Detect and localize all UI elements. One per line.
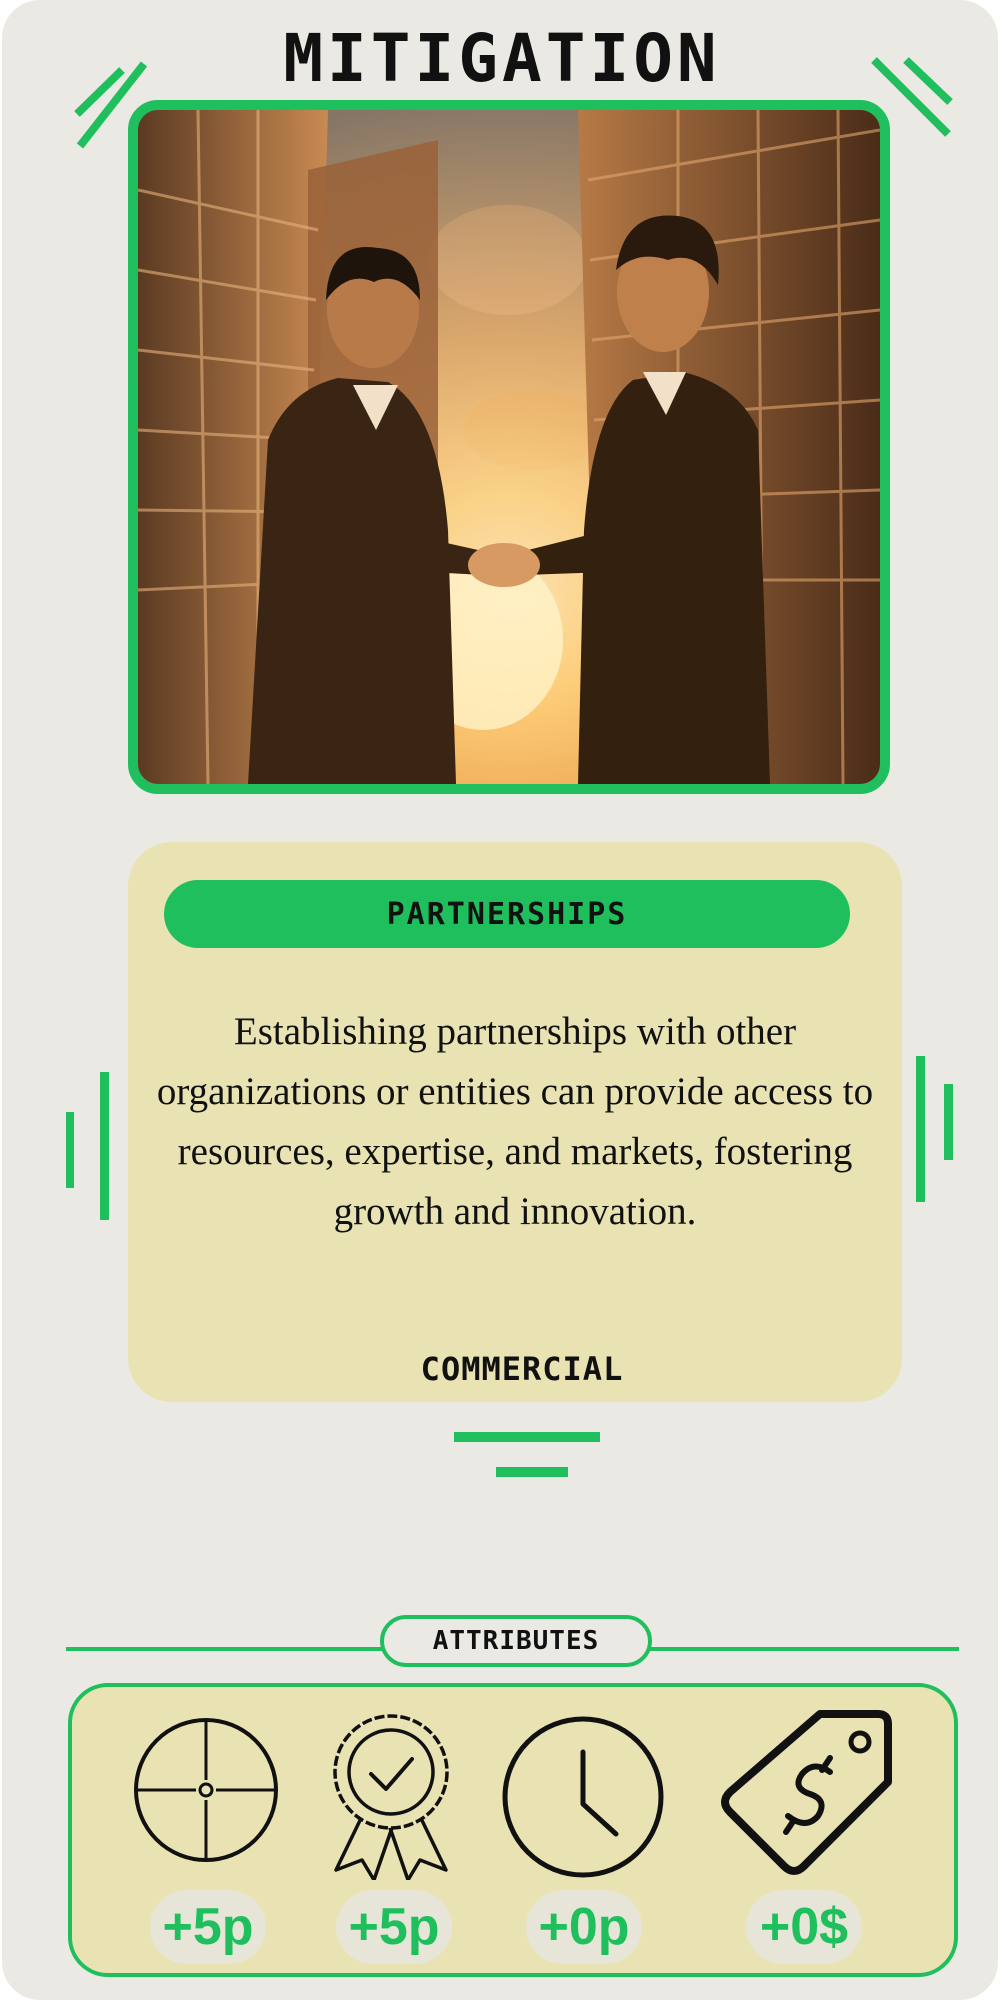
left-bar-decoration-short bbox=[66, 1112, 74, 1188]
divider-dash-short bbox=[496, 1467, 568, 1477]
right-bar-decoration-short bbox=[944, 1084, 953, 1160]
card-title: MITIGATION bbox=[283, 20, 721, 97]
top-left-slash-decoration bbox=[74, 61, 148, 149]
left-bar-decoration-long bbox=[100, 1072, 109, 1220]
attribute-value-cost: +0$ bbox=[746, 1890, 862, 1964]
crosshair-icon bbox=[134, 1718, 278, 1862]
right-bar-decoration-long bbox=[916, 1056, 925, 1202]
card-description: Establishing partnerships with other org… bbox=[156, 1010, 874, 1233]
card-type-label: COMMERCIAL bbox=[420, 1350, 624, 1388]
category-badge: PARTNERSHIPS bbox=[164, 880, 850, 948]
description-panel: PARTNERSHIPS Establishing partnerships w… bbox=[128, 842, 902, 1402]
price-tag-icon bbox=[721, 1710, 892, 1875]
award-ribbon-icon bbox=[333, 1714, 449, 1880]
attribute-value-precision: +5p bbox=[150, 1890, 266, 1964]
divider-dash-long bbox=[454, 1432, 600, 1442]
clock-icon bbox=[502, 1716, 664, 1878]
top-right-slash-decoration bbox=[871, 57, 953, 137]
card-illustration bbox=[128, 100, 890, 794]
attribute-value-time: +0p bbox=[526, 1890, 642, 1964]
attributes-heading: ATTRIBUTES bbox=[380, 1615, 652, 1667]
attribute-value-quality: +5p bbox=[336, 1890, 452, 1964]
handshake-illustration bbox=[138, 110, 880, 784]
